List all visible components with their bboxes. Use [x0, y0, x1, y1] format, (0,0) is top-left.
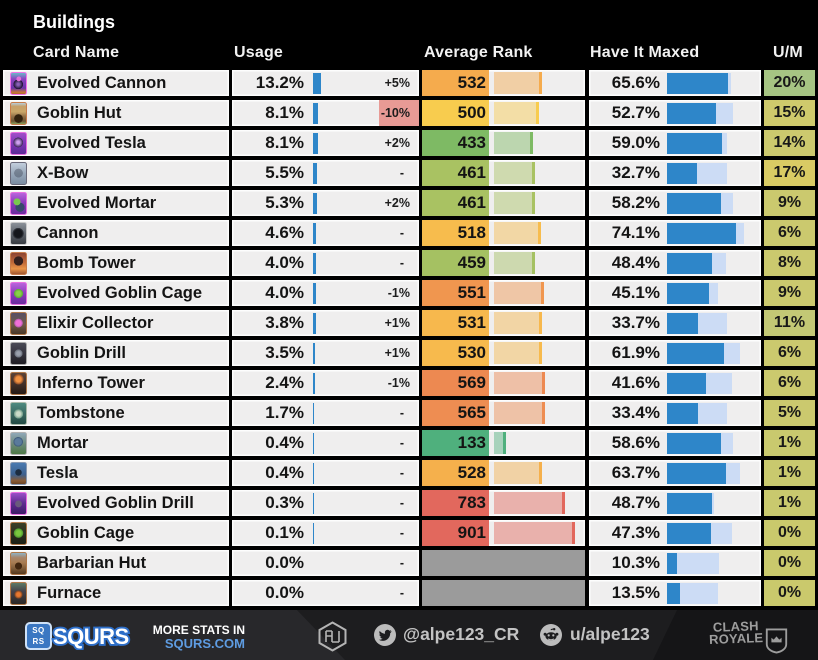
- svg-text:SQURS: SQURS: [53, 624, 129, 649]
